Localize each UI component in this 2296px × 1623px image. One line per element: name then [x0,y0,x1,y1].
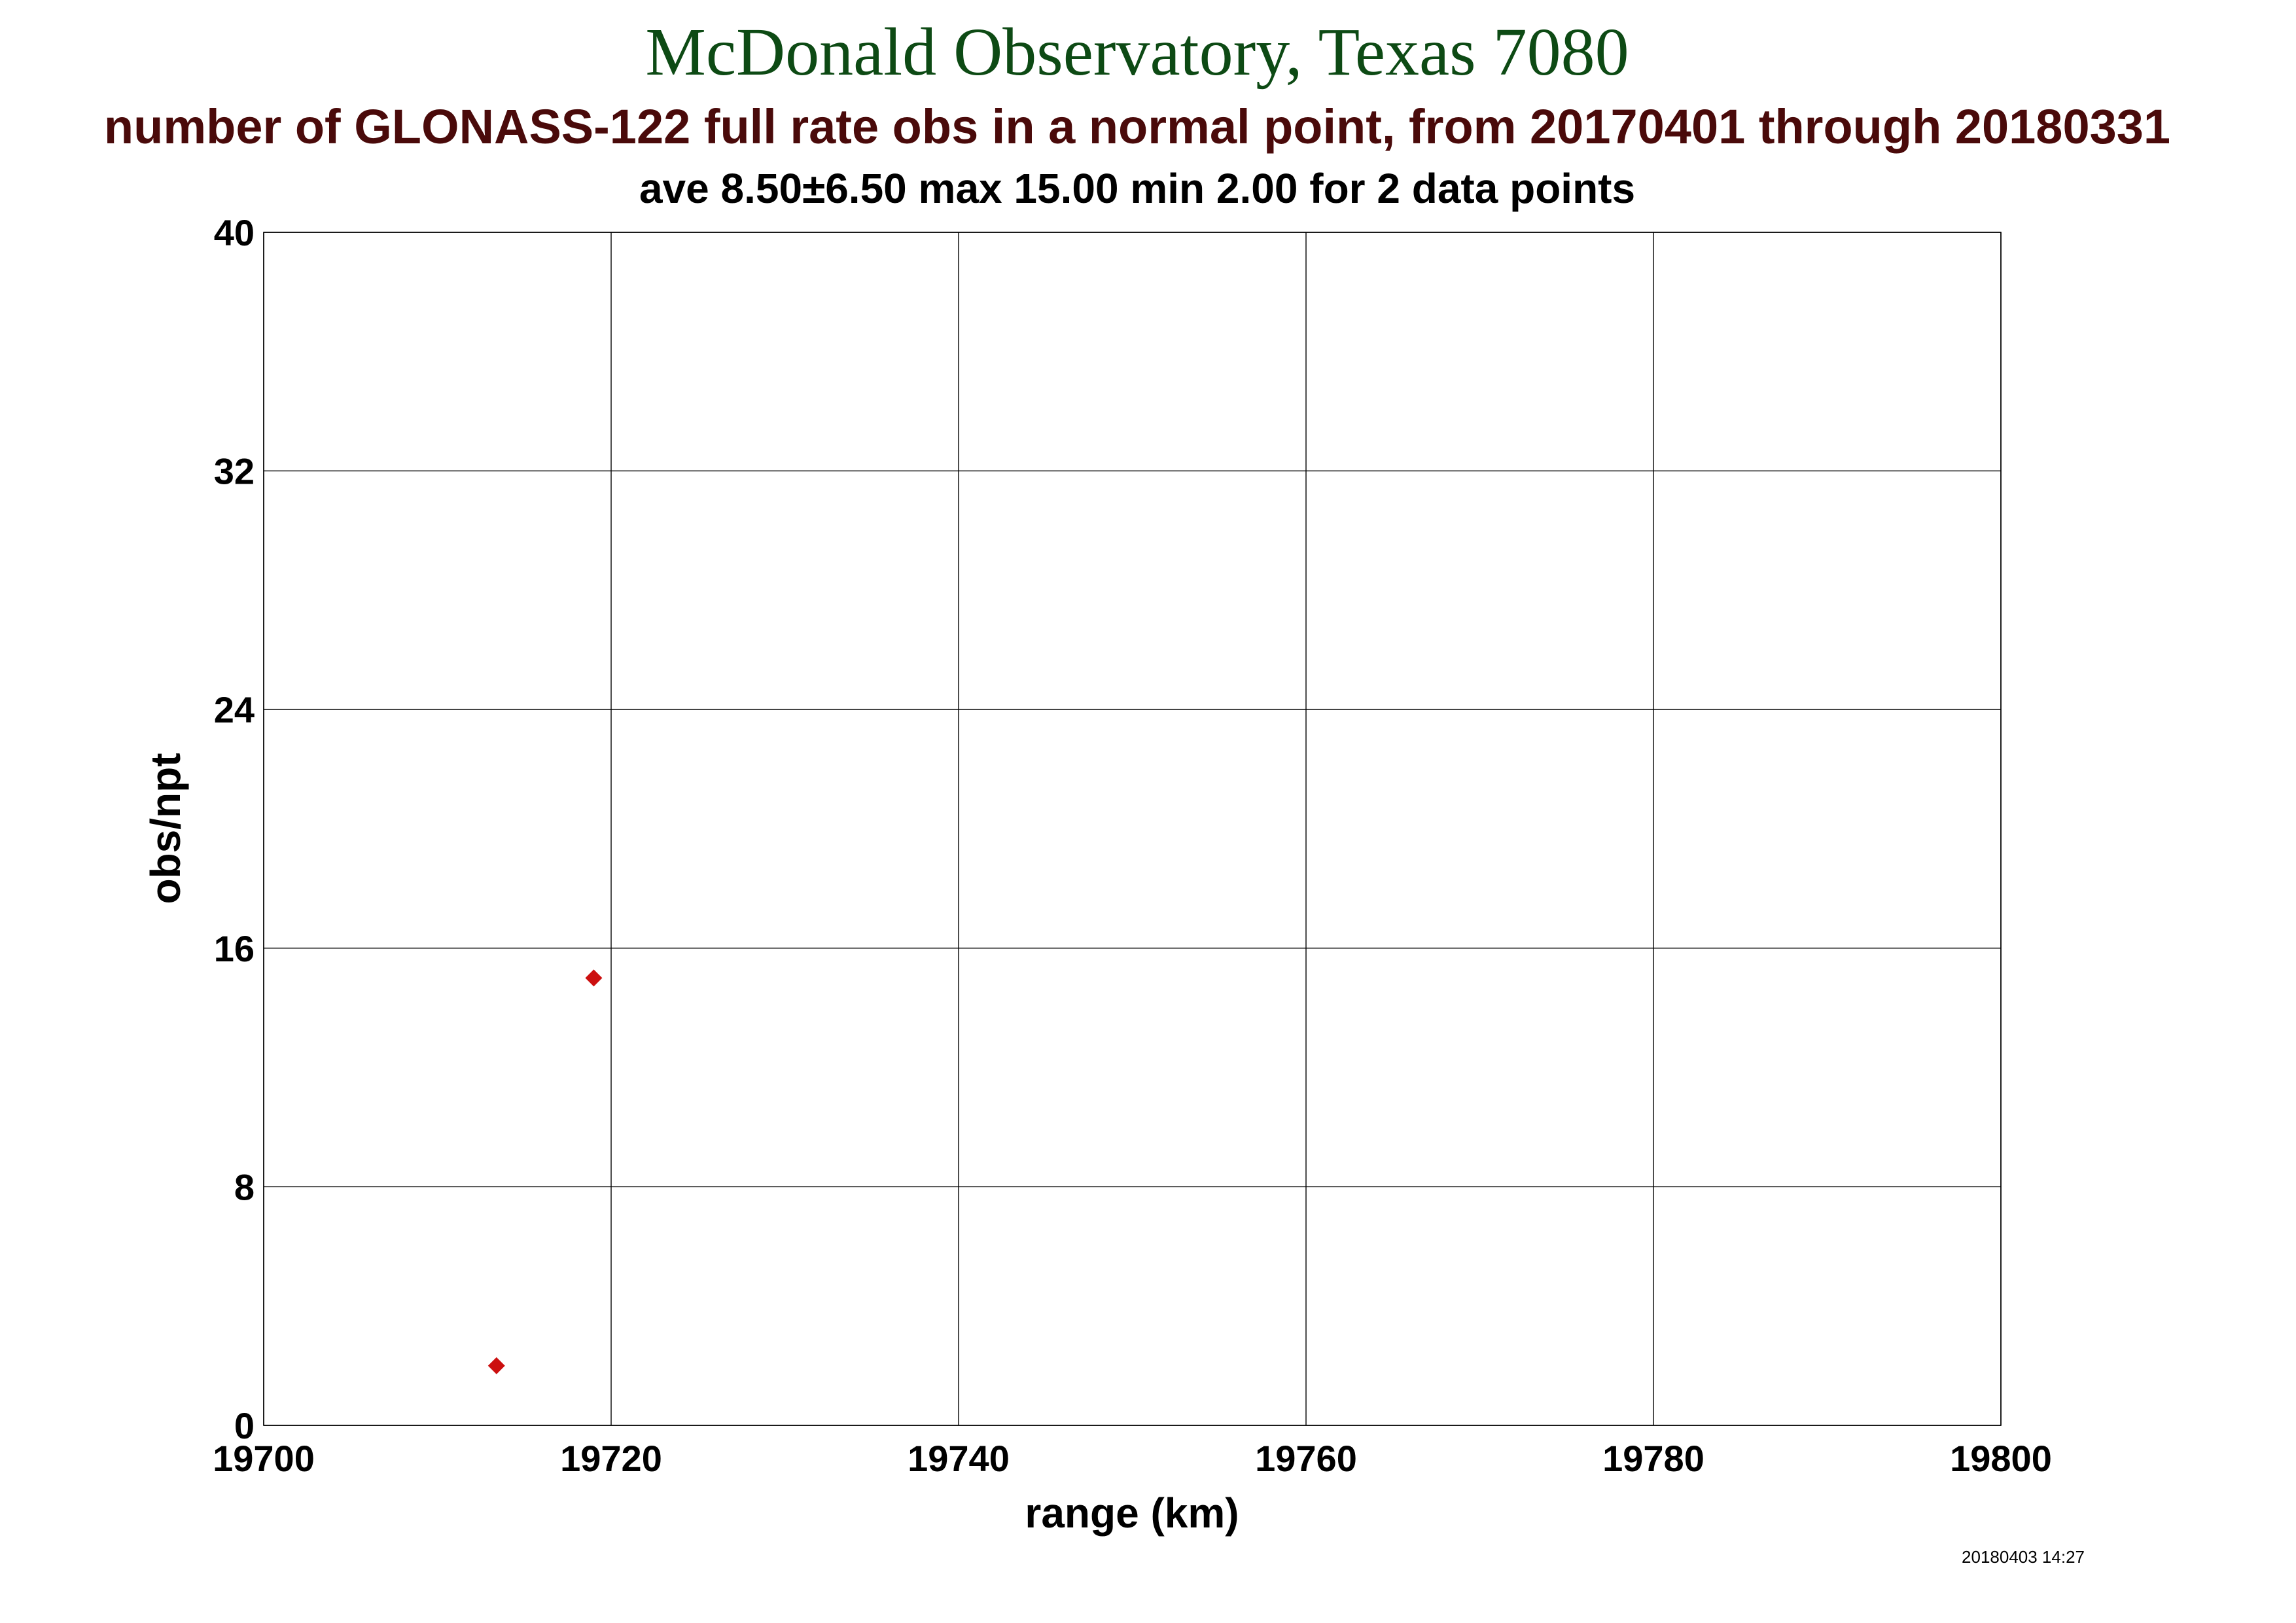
y-tick-label: 8 [234,1166,255,1207]
chart-stats: ave 8.50±6.50 max 15.00 min 2.00 for 2 d… [639,165,1635,212]
x-tick-label: 19700 [213,1438,315,1479]
y-tick-label: 24 [214,689,255,730]
y-tick-label: 0 [234,1405,255,1446]
y-tick-label: 40 [214,212,255,253]
x-tick-label: 19780 [1602,1438,1704,1479]
grid [263,232,2002,1426]
data-points [487,969,603,1374]
y-axis-title: obs/npt [142,753,189,904]
timestamp: 20180403 14:27 [1962,1547,2085,1567]
chart-title: McDonald Observatory, Texas 7080 [645,14,1629,90]
data-point [585,969,603,987]
y-tick-label: 32 [214,451,255,492]
tick-labels: 19700 19720 19740 19760 19780 19800 0 8 16 24 32 40 [213,212,2052,1479]
plot-frame [263,232,2002,1426]
chart-subtitle: number of GLONASS-122 full rate obs in a… [104,99,2170,154]
x-tick-label: 19720 [560,1438,662,1479]
data-point [487,1357,505,1374]
x-tick-label: 19740 [908,1438,1010,1479]
y-tick-label: 16 [214,928,255,969]
x-tick-label: 19800 [1950,1438,2052,1479]
x-axis-title: range (km) [1025,1489,1239,1537]
x-tick-label: 19760 [1255,1438,1357,1479]
